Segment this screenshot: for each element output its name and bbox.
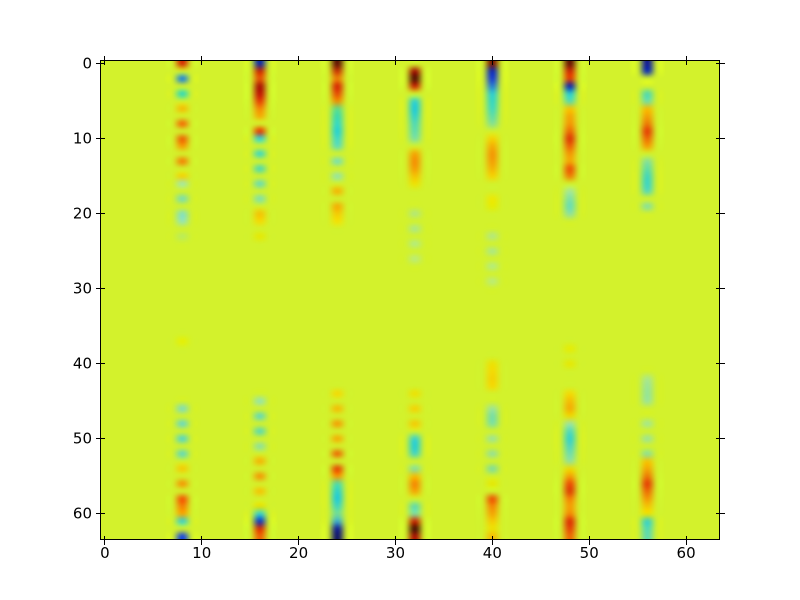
x-tick-mark-top — [104, 56, 106, 65]
x-tick-mark — [201, 536, 203, 545]
x-tick-label: 40 — [482, 544, 502, 562]
x-tick-label: 30 — [385, 544, 406, 562]
y-tick-mark — [96, 288, 105, 290]
y-tick-label: 40 — [72, 354, 92, 373]
x-tick-label: 0 — [100, 544, 110, 562]
x-tick-mark-top — [588, 56, 590, 65]
y-tick-label: 20 — [72, 204, 92, 223]
x-tick-mark — [298, 536, 300, 545]
y-tick-mark-right — [716, 138, 725, 140]
x-tick-mark — [588, 536, 590, 545]
x-tick-mark — [491, 536, 493, 545]
x-tick-mark-top — [685, 56, 687, 65]
x-tick-label: 20 — [289, 544, 309, 562]
y-tick-mark-right — [716, 513, 725, 515]
y-tick-mark — [96, 513, 105, 515]
y-tick-label: 30 — [72, 279, 92, 298]
y-tick-mark-right — [716, 63, 725, 65]
y-tick-mark — [96, 363, 105, 365]
x-tick-label: 60 — [676, 544, 696, 562]
y-tick-mark — [96, 213, 105, 215]
x-tick-mark — [685, 536, 687, 545]
x-tick-mark-top — [491, 56, 493, 65]
x-tick-mark-top — [298, 56, 300, 65]
y-tick-label: 60 — [72, 504, 92, 523]
x-tick-label: 50 — [579, 544, 599, 562]
heatmap-image — [100, 60, 720, 540]
y-tick-mark — [96, 138, 105, 140]
x-tick-label: 10 — [192, 544, 212, 562]
y-tick-mark — [96, 63, 105, 65]
y-tick-label: 50 — [72, 429, 92, 448]
y-tick-mark-right — [716, 213, 725, 215]
x-tick-mark — [104, 536, 106, 545]
y-tick-label: 10 — [72, 129, 92, 148]
y-tick-mark-right — [716, 288, 725, 290]
y-tick-label: 0 — [82, 54, 92, 73]
y-tick-mark — [96, 438, 105, 440]
x-tick-mark-top — [201, 56, 203, 65]
x-tick-mark — [394, 536, 396, 545]
x-tick-mark-top — [394, 56, 396, 65]
y-tick-mark-right — [716, 438, 725, 440]
y-tick-mark-right — [716, 363, 725, 365]
